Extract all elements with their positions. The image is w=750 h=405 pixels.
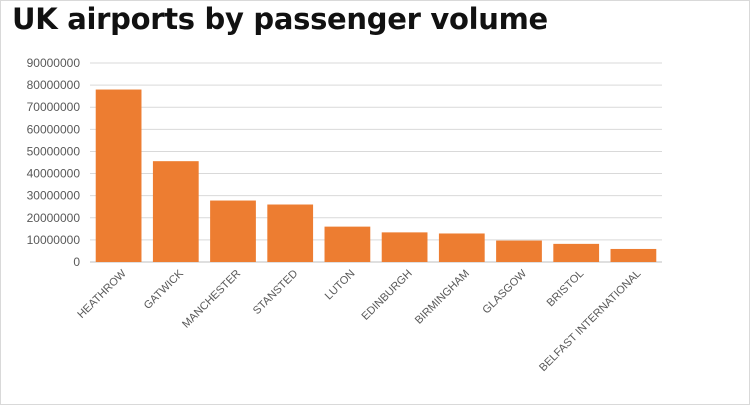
bar bbox=[152, 161, 199, 262]
gridlines bbox=[90, 62, 662, 263]
y-tick-label: 90000000 bbox=[27, 56, 81, 70]
y-tick-label: 60000000 bbox=[27, 122, 81, 136]
y-tick-label: 70000000 bbox=[27, 100, 81, 114]
bar bbox=[610, 248, 657, 262]
x-tick-label: BRISTOL bbox=[545, 268, 587, 310]
bar bbox=[381, 232, 428, 262]
x-tick-label: LUTON bbox=[323, 268, 358, 303]
bar bbox=[210, 200, 256, 262]
y-tick-label: 0 bbox=[73, 255, 80, 269]
x-tick-label: STANSTED bbox=[251, 268, 300, 317]
y-tick-label: 80000000 bbox=[27, 78, 81, 92]
y-tick-label: 40000000 bbox=[27, 167, 81, 181]
x-tick-label: EDINBURGH bbox=[360, 268, 415, 323]
x-tick-label: HEATHROW bbox=[75, 267, 129, 321]
bar bbox=[438, 233, 485, 262]
bars bbox=[95, 89, 657, 263]
bar bbox=[324, 226, 371, 262]
x-tick-label: BIRMINGHAM bbox=[413, 268, 472, 327]
y-tick-label: 10000000 bbox=[27, 233, 81, 247]
bar bbox=[267, 204, 314, 262]
x-tick-label: BELFAST INTERNATIONAL bbox=[537, 268, 643, 374]
x-tick-label: GATWICK bbox=[142, 267, 187, 312]
y-tick-label: 20000000 bbox=[27, 211, 81, 225]
bar bbox=[496, 240, 542, 262]
y-tick-label: 50000000 bbox=[27, 144, 81, 158]
bar bbox=[553, 243, 600, 262]
chart-title: UK airports by passenger volume bbox=[12, 2, 548, 36]
x-tick-label: MANCHESTER bbox=[180, 268, 243, 331]
bar bbox=[95, 89, 142, 263]
y-tick-label: 30000000 bbox=[27, 189, 81, 203]
y-axis: 0 10000000 20000000 30000000 40000000 5000000… bbox=[27, 56, 81, 269]
x-tick-label: GLASGOW bbox=[480, 267, 529, 316]
